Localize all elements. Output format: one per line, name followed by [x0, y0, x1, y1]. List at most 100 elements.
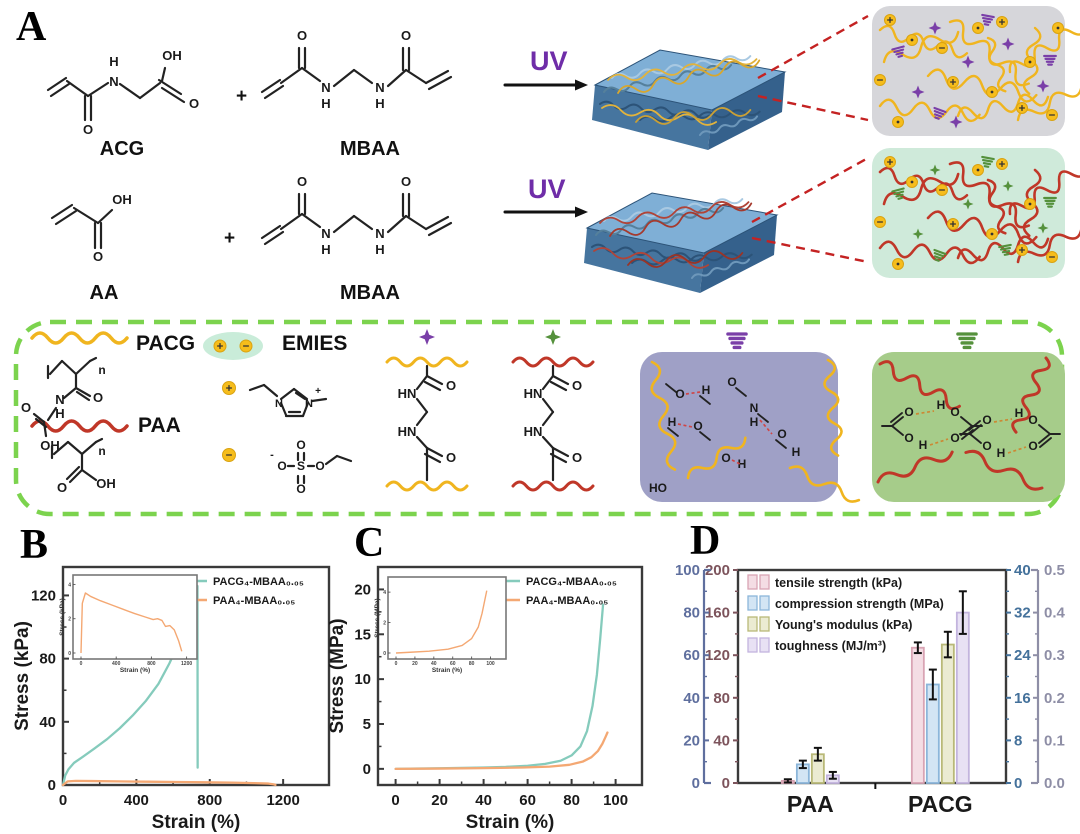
atom-label: H [750, 415, 759, 429]
atom-label: O [950, 431, 959, 445]
atom-label: O [675, 387, 684, 401]
molecule-label-acg: ACG [99, 138, 145, 160]
crosslink-star-icon [928, 21, 942, 35]
hydrogel-cube-top [585, 192, 779, 254]
axis-tick-label: 160 [705, 605, 730, 622]
legend-swatch [759, 616, 770, 632]
inset-y-title: Stress (kPa) [59, 598, 66, 636]
hbond-hatch-icon [891, 187, 905, 200]
atom-label: O [777, 427, 786, 441]
atom-label: N [750, 401, 759, 415]
atom-label: - [270, 449, 274, 461]
axis-tick-label: 80 [683, 605, 700, 622]
inset-x-tick: 100 [486, 661, 495, 667]
crosslink-star-icon [1001, 37, 1015, 51]
atom-label: O [904, 405, 913, 419]
hbond-hatch-icon [1043, 54, 1057, 66]
axis-tick-label: 40 [713, 732, 730, 749]
x-tick-label: 80 [563, 792, 580, 809]
atom-label: N [55, 392, 64, 407]
legend-swatch [747, 637, 758, 653]
inset-series-line [395, 590, 488, 654]
panel-a-label: A [16, 4, 47, 50]
hbond-hatch-icon [998, 243, 1012, 256]
y-tick-label: 40 [39, 714, 56, 731]
atom-label: O [401, 28, 411, 43]
legend-swatch [759, 574, 770, 590]
x-axis-title: Strain (%) [152, 812, 241, 833]
bar [910, 646, 925, 784]
x-tick-label: 20 [431, 792, 448, 809]
uv-label-top: UV [530, 46, 568, 76]
x-tick-label: 100 [603, 792, 628, 809]
axis-tick-label: 0.3 [1044, 647, 1065, 664]
atom-label: N [321, 226, 330, 241]
inset-x-tick: 800 [147, 661, 156, 667]
bar [940, 643, 955, 784]
atom-label: H [375, 242, 384, 257]
atom-label: O [21, 400, 31, 415]
inset-x-tick: 400 [112, 661, 121, 667]
y-tick-label: 15 [354, 626, 371, 643]
inset-y-tick: 0 [68, 651, 71, 657]
legend-entry-label: tensile strength (kPa) [775, 576, 902, 590]
plus-sign-top: + [236, 86, 248, 107]
atom-label: O [93, 249, 103, 264]
pacg-hbond-box [640, 352, 838, 502]
atom-label: H [738, 457, 747, 471]
legend-swatch [747, 574, 758, 590]
bar [955, 611, 970, 784]
y-tick-label: 0 [48, 777, 56, 794]
plot-frame [376, 565, 644, 787]
axis-tick-label: 0.0 [1044, 775, 1065, 792]
inset-y-tick: 0 [383, 651, 386, 657]
series-line [394, 731, 609, 771]
atom-label: H [668, 415, 677, 429]
panel-d-bar-chart: 0 40 80 120 160 200 0 20 40 60 80 100 0 8 16 24 32 40 0.0 0… [675, 562, 1066, 817]
axis-tick-label: 0.1 [1044, 732, 1065, 749]
y-tick-label: 5 [363, 716, 371, 733]
plus-sign-bottom: + [224, 228, 236, 249]
atom-label: O [904, 431, 913, 445]
axis-tick-label: 100 [675, 562, 700, 579]
legend-swatch [759, 637, 770, 653]
atom-label: O [1028, 439, 1037, 453]
y-tick-label: 0 [363, 761, 371, 778]
zoom-callout-line [751, 156, 869, 224]
zoom-callout-line [751, 236, 869, 264]
atom-label: H [937, 398, 946, 412]
atom-label: HN [524, 424, 543, 439]
plot-frame [61, 565, 331, 787]
panel-b-label: B [20, 522, 49, 568]
y-axis-title: Stress (MPa) [327, 618, 348, 733]
inset-x-tick: 0 [80, 661, 83, 667]
atom-label: H [997, 446, 1006, 460]
inset-frame [387, 576, 507, 660]
atom-label: OH [40, 438, 60, 453]
axis-tick-label: 16 [1014, 690, 1031, 707]
inset-y-tick: 2 [383, 621, 386, 627]
legend-entry-label: PAA₄-MBAA₀.₀₅ [213, 595, 295, 607]
atom-label: N [275, 398, 283, 410]
atom-label: O [1028, 413, 1037, 427]
axis-tick-label: 0 [1014, 775, 1022, 792]
inset-x-tick: 20 [412, 661, 418, 667]
aa-structure: OH O [50, 192, 132, 264]
hbond-hatch-icon [956, 332, 978, 350]
atom-label: O [189, 96, 199, 111]
atom-label: O [693, 419, 702, 433]
zoom-callout-line [757, 14, 869, 80]
x-tick-label: 60 [519, 792, 536, 809]
atom-label: N [305, 398, 313, 410]
legend-swatch [747, 595, 758, 611]
atom-label: H [321, 96, 330, 111]
axis-tick-label: 200 [705, 562, 730, 579]
atom-label: O [296, 482, 305, 496]
atom-label: HN [524, 386, 543, 401]
inset-y-tick: 4 [68, 582, 71, 588]
crosslink-star-icon [929, 164, 941, 176]
y-axis-title: Stress (kPa) [12, 621, 33, 731]
